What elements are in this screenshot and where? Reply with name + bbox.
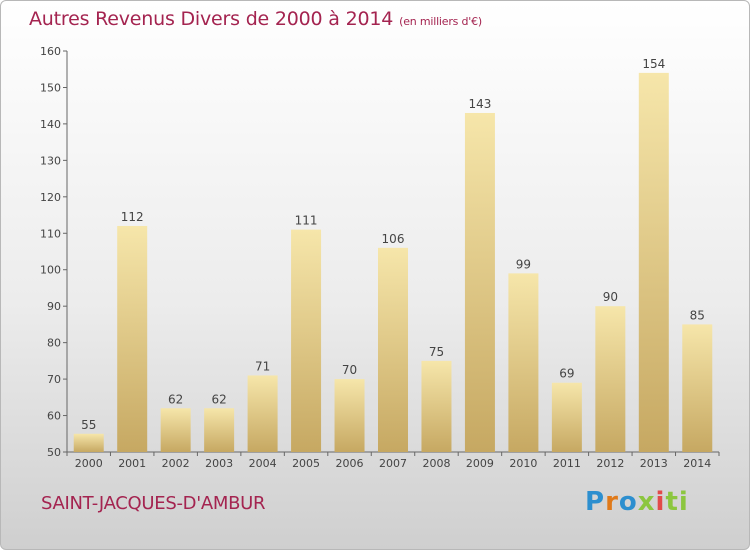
x-tick-label: 2009 [466,457,494,470]
data-label: 62 [211,392,226,406]
y-tick-label: 100 [40,264,61,277]
x-tick-label: 2008 [422,457,450,470]
x-tick-label: 2013 [640,457,668,470]
bar [508,273,539,452]
data-label: 62 [168,392,183,406]
x-tick-label: 2002 [162,457,190,470]
logo-letter: i [655,487,666,517]
bar [378,247,408,452]
bar [73,433,104,452]
title-text: Autres Revenus Divers de 2000 à 2014 [29,8,394,30]
bar [595,306,626,452]
data-label: 90 [603,290,618,304]
bar [682,324,713,452]
y-tick-label: 90 [47,300,61,313]
x-tick-label: 2007 [379,457,407,470]
y-tick-label: 160 [40,45,61,58]
data-label: 112 [121,210,144,224]
data-label: 85 [690,308,705,322]
logo-letter: ti [665,487,689,517]
y-tick-label: 150 [40,81,61,94]
proxiti-logo[interactable]: Proxiti [585,487,689,517]
bar [204,408,235,452]
y-tick-label: 140 [40,118,61,131]
bar [421,360,452,452]
x-tick-label: 2006 [336,457,364,470]
data-label: 70 [342,363,357,377]
title-unit: (en milliers d'€) [399,15,483,28]
y-tick-label: 60 [47,410,61,423]
data-label: 55 [81,418,96,432]
y-tick-label: 110 [40,227,61,240]
commune-name: SAINT-JACQUES-D'AMBUR [41,493,266,514]
y-tick-label: 80 [47,337,61,350]
x-tick-label: 2004 [249,457,277,470]
data-label: 75 [429,345,444,359]
bar [247,375,278,452]
logo-letter: x [637,487,656,517]
logo-letter: o [618,487,638,517]
y-tick-label: 50 [47,446,61,459]
bar [334,379,365,452]
x-tick-label: 2011 [553,457,581,470]
x-tick-label: 2012 [596,457,624,470]
bar [551,382,582,452]
y-tick-label: 70 [47,373,61,386]
data-label: 71 [255,359,270,373]
y-tick-label: 130 [40,154,61,167]
bar [464,112,495,453]
data-label: 106 [382,232,405,246]
chart-title: Autres Revenus Divers de 2000 à 2014 (en … [29,8,482,30]
y-tick-label: 120 [40,191,61,204]
x-tick-label: 2000 [75,457,103,470]
bar [291,229,322,452]
data-label: 111 [295,214,318,228]
bar [117,225,148,452]
data-label: 69 [559,367,574,381]
bar [638,72,669,452]
x-tick-label: 2001 [118,457,146,470]
x-tick-label: 2003 [205,457,233,470]
x-tick-label: 2005 [292,457,320,470]
logo-letter: P [585,487,606,517]
data-label: 99 [516,257,531,271]
data-label: 154 [642,57,665,71]
plot-area: 50 60 70 80 90 100 110 120 130 140 150 160 55 2000 112… [40,45,720,470]
bar [160,408,191,452]
x-tick-label: 2010 [509,457,537,470]
data-label: 143 [468,97,491,111]
logo-letter: r [605,487,619,517]
x-tick-label: 2014 [683,457,711,470]
